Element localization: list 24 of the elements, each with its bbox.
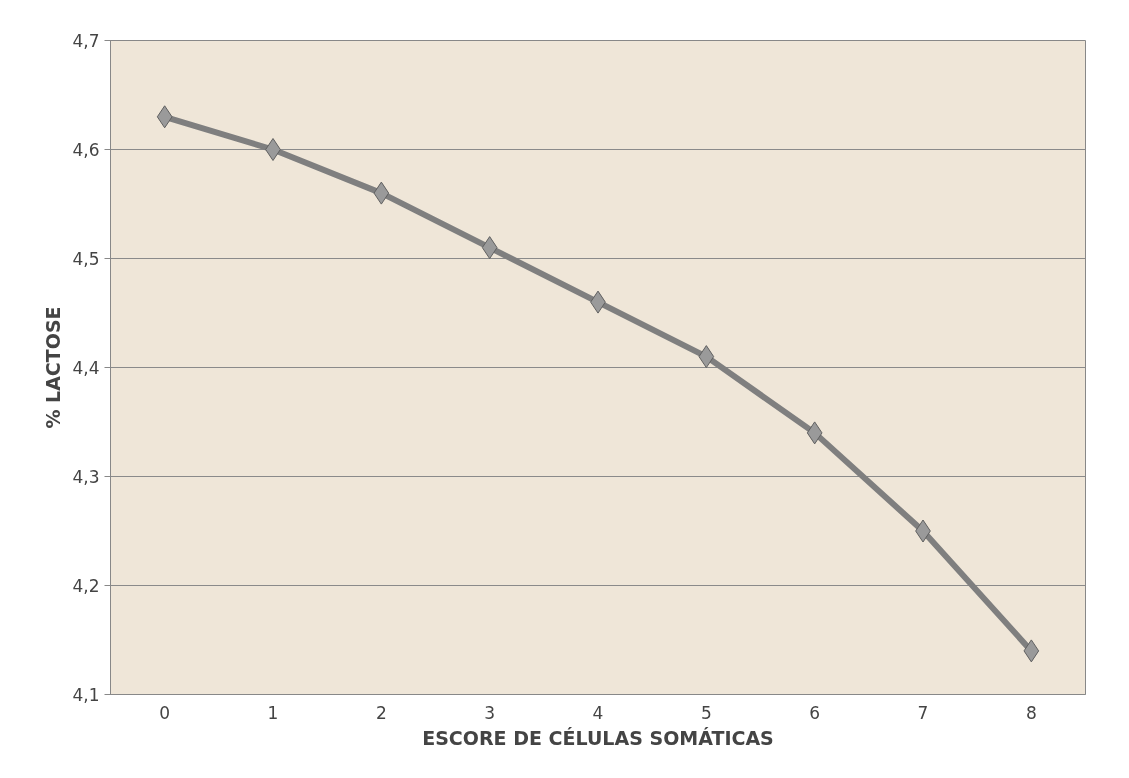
y-tick-label: 4,5 bbox=[72, 249, 100, 269]
y-tick-label: 4,7 bbox=[72, 31, 100, 51]
x-tick-label: 4 bbox=[592, 702, 604, 723]
x-tick-label: 3 bbox=[484, 702, 496, 723]
point bbox=[156, 105, 173, 129]
point bbox=[481, 236, 498, 260]
point bbox=[806, 421, 823, 445]
x-tick-label: 1 bbox=[267, 702, 279, 723]
point bbox=[1023, 639, 1040, 663]
y-tick-label: 4,6 bbox=[72, 140, 100, 160]
point bbox=[373, 181, 390, 205]
x-tick-label: 6 bbox=[809, 702, 821, 723]
x-axis-title: ESCORE DE CÉLULAS SOMÁTICAS bbox=[422, 726, 774, 749]
x-tick-label: 7 bbox=[917, 702, 929, 723]
x-tick-label: 2 bbox=[375, 702, 387, 723]
y-axis-title: % LACTOSE bbox=[42, 306, 65, 429]
x-tick-label: 8 bbox=[1025, 702, 1037, 723]
y-tick-label: 4,1 bbox=[72, 685, 100, 705]
x-tick-label: 5 bbox=[700, 702, 712, 723]
y-tick-label: 4,2 bbox=[72, 576, 100, 596]
y-tick-label: 4,3 bbox=[72, 467, 100, 487]
x-tick-label: 0 bbox=[159, 702, 171, 723]
point bbox=[698, 345, 715, 369]
y-tick-label: 4,4 bbox=[72, 358, 100, 378]
